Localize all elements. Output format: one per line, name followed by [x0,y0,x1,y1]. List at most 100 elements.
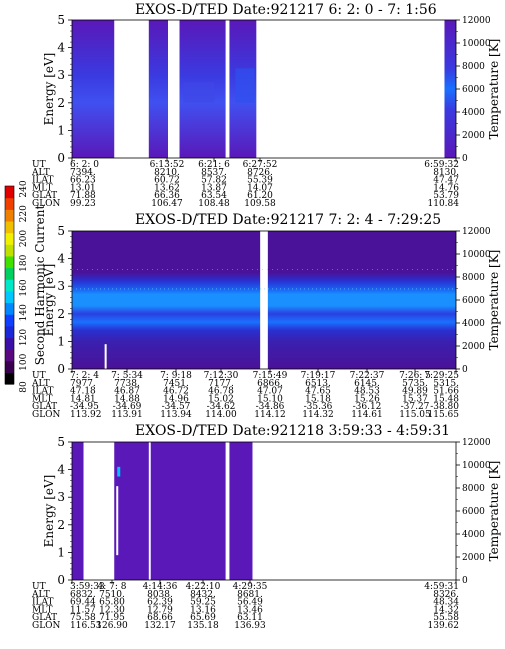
table-cell: 116.53 [70,621,102,631]
table-cell: 136.93 [234,621,266,631]
table-cell: 126.90 [96,621,128,631]
table-cell: 59.25 [190,598,216,608]
table-cell: 55.58 [433,613,459,623]
table-cell: 48.53 [354,387,380,397]
colorbar-tick-label: 80 [19,381,29,393]
y2-axis-label: Temperature [K] [487,39,501,140]
row-label: ALT [31,590,50,600]
table-cell: 7:15:49 [253,371,288,381]
table-cell: 63.54 [201,191,227,201]
table-cell: 3:59:33 [70,582,105,592]
table-cell: 8130. [433,168,459,178]
row-label: GLON [32,199,61,209]
row-label: GLAT [32,613,57,623]
table-cell: 7: 5:34 [111,371,143,381]
table-cell: 15.37 [402,394,428,404]
table-cell: 15.48 [433,394,459,404]
table-cell: 46.78 [208,387,234,397]
colorbar-label: Second Harmonic Current [33,205,47,366]
table-cell: 65.69 [190,613,216,623]
y-tick-label: 3 [57,490,65,504]
table-cell: 69.44 [70,598,96,608]
spectrogram-block [444,20,456,158]
row-label: UT [32,371,46,381]
table-cell: 6866. [257,379,283,389]
y2-tick-label: 12000 [462,438,491,448]
y2-tick-label: 4000 [462,108,485,118]
y2-tick-label: 12000 [462,227,491,237]
table-cell: 51.66 [433,387,459,397]
y2-axis-label: Temperature [K] [487,250,501,351]
table-cell: 8210. [154,168,180,178]
spectrogram-block [229,442,253,580]
y-tick-label: 4 [57,463,65,477]
table-cell: 8038. [147,590,173,600]
row-label: GLON [32,621,61,631]
row-label: GLON [32,410,61,420]
table-cell: 114.12 [254,410,286,420]
y-tick-label: 2 [57,518,65,532]
table-cell: 5315. [433,379,459,389]
table-cell: 46.87 [114,387,140,397]
table-cell: 65.80 [99,598,125,608]
y2-tick-label: 0 [462,365,468,375]
table-cell: 55.39 [247,176,273,186]
y-tick-label: 2 [57,307,65,321]
y-tick-label: 2 [57,96,65,110]
y2-tick-label: 0 [462,576,468,586]
table-cell: -34.95 [70,402,99,412]
table-cell: 6513. [305,379,331,389]
y-tick-label: 1 [57,334,65,348]
spectrogram-block [72,20,115,158]
y2-tick-label: 6000 [462,507,485,517]
table-cell: 4:29:35 [233,582,268,592]
table-cell: 4:59:31 [424,582,459,592]
colorbar-segment [5,209,14,222]
row-label: ALT [31,379,50,389]
row-label: GLAT [32,402,57,412]
spectrogram-block [148,20,168,158]
spectrogram-feature [235,68,255,103]
colorbar-tick-label: 160 [19,279,29,296]
row-label: ILAT [32,176,54,186]
table-cell: 14.88 [114,394,140,404]
table-cell: 15.26 [354,394,380,404]
table-cell: 71.88 [70,191,96,201]
y-tick-label: 1 [57,123,65,137]
table-cell: -34.57 [162,402,191,412]
y2-tick-label: 8000 [462,484,485,494]
panel-2-title: EXOS-D/TED Date:921217 7: 2: 4 - 7:29:25 [135,212,442,228]
colorbar-segment [5,267,14,280]
table-cell: 13.01 [70,183,96,193]
table-cell: 8432. [190,590,216,600]
y2-tick-label: 2000 [462,553,485,563]
table-cell: 13.87 [201,183,227,193]
table-cell: 61.20 [247,191,273,201]
colorbar-segment [5,337,14,350]
table-cell: 13.62 [154,183,180,193]
row-label: GLAT [32,191,57,201]
y2-tick-label: 6000 [462,296,485,306]
y-tick-label: 5 [57,13,65,27]
table-cell: 47.47 [433,176,459,186]
colorbar-tick-label: 100 [19,353,29,370]
colorbar-segment [5,186,14,199]
table-cell: 15.10 [257,394,283,404]
colorbar-segment [5,349,14,362]
colorbar-segment [5,244,14,257]
table-cell: 8681. [237,590,263,600]
y-axis-label: Energy [eV] [42,53,56,126]
colorbar-segment [5,325,14,339]
y-tick-label: 3 [57,279,65,293]
table-cell: 5735. [402,379,428,389]
table-cell: 7394. [70,168,96,178]
table-cell: 49.89 [402,387,428,397]
colorbar-segment [5,290,14,304]
colorbar-tick-label: 180 [19,254,29,271]
table-cell: 113.94 [160,410,192,420]
colorbar-frame [4,185,15,385]
table-cell: 106.47 [151,199,183,209]
table-cell: 7:29:25 [424,371,459,381]
colorbar-tick-label: 220 [19,205,29,222]
